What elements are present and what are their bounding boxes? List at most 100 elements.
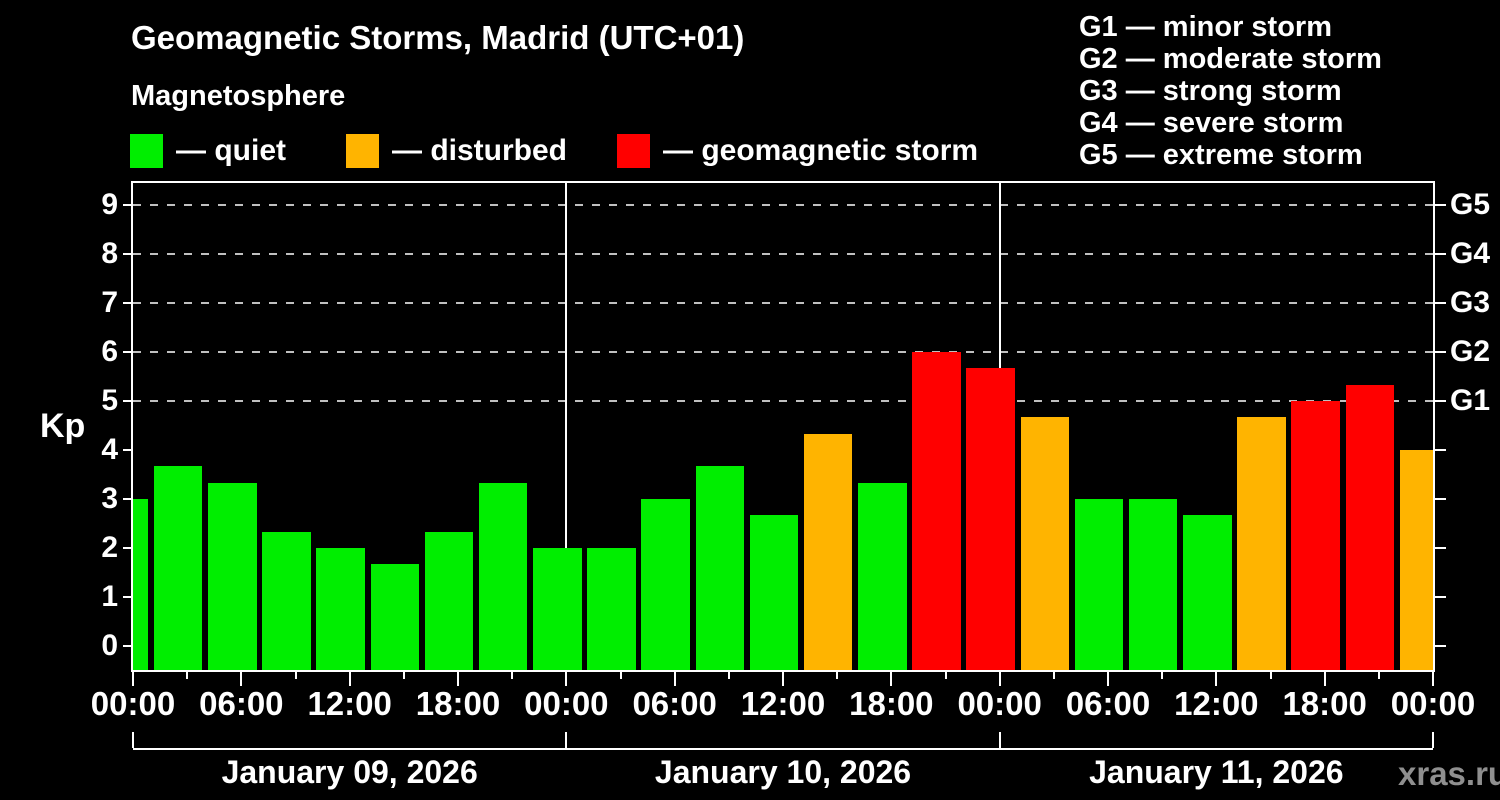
date-label: January 11, 2026 (1089, 754, 1344, 790)
gridline-kp8 (133, 252, 1433, 255)
kp-bar (966, 368, 1015, 670)
x-tick-label: 18:00 (415, 685, 501, 722)
kp-bar (1399, 450, 1433, 670)
y-tick (123, 498, 131, 501)
g-scale-tick-label: G5 (1450, 187, 1491, 221)
legend-label-disturbed: — disturbed (392, 134, 568, 167)
g3-legend-line: G3 — strong storm (1079, 75, 1342, 107)
gridline-kp9 (133, 203, 1433, 206)
y-tick (123, 547, 131, 550)
x-minor-tick (727, 672, 730, 679)
y-tick (123, 449, 131, 452)
date-label: January 10, 2026 (654, 754, 912, 790)
x-tick-label: 00:00 (90, 685, 176, 722)
g-scale-tick-label: G2 (1450, 334, 1491, 368)
kp-bar (1020, 417, 1070, 670)
y-tick-label: 6 (101, 334, 118, 368)
y-tick-label: 0 (101, 629, 118, 663)
kp-bar (641, 499, 690, 670)
kp-bar (133, 499, 149, 670)
g2-legend-line: G2 — moderate storm (1079, 43, 1382, 75)
right-y-tick (1435, 645, 1446, 648)
y-axis-label: Kp (40, 407, 86, 445)
gridline-kp7 (133, 301, 1433, 304)
legend-label-quiet: — quiet (176, 134, 286, 167)
gridline-kp6 (133, 350, 1433, 353)
y-tick (123, 301, 131, 304)
x-minor-tick (944, 672, 947, 679)
y-tick-label: 2 (101, 531, 118, 565)
disturbed-swatch-icon (346, 134, 379, 168)
right-y-tick (1435, 203, 1446, 206)
x-minor-tick (836, 672, 839, 679)
right-y-tick (1435, 547, 1446, 550)
x-tick-label: 00:00 (1390, 685, 1476, 722)
kp-bar (1128, 499, 1178, 670)
x-minor-tick (186, 672, 189, 679)
g-scale-tick-label: G1 (1450, 383, 1491, 417)
page-title: Geomagnetic Storms, Madrid (UTC+01) (131, 19, 745, 56)
y-tick-label: 5 (101, 383, 118, 417)
x-tick-label: 18:00 (849, 685, 934, 722)
date-label: January 09, 2026 (221, 754, 478, 790)
x-minor-tick (294, 672, 297, 679)
right-y-tick (1435, 350, 1446, 353)
kp-bar (262, 532, 311, 670)
kp-bar (858, 482, 907, 670)
right-y-tick (1435, 596, 1446, 599)
kp-bar (533, 548, 582, 670)
storm-swatch-icon (617, 134, 650, 168)
right-y-tick (1435, 498, 1446, 501)
x-major-tick (890, 672, 893, 686)
x-major-tick (565, 672, 568, 686)
y-tick (123, 252, 131, 255)
kp-bar (912, 351, 961, 670)
x-major-tick (673, 672, 676, 686)
g4-legend-line: G4 — severe storm (1079, 107, 1344, 139)
x-tick-label: 12:00 (740, 685, 826, 722)
y-tick (123, 399, 131, 402)
y-tick-label: 8 (101, 236, 118, 270)
kp-bar (1074, 499, 1124, 670)
x-minor-tick (1377, 672, 1380, 679)
x-tick-label: 00:00 (524, 685, 609, 722)
x-major-tick (782, 672, 784, 686)
kp-bar (695, 466, 745, 670)
g-scale-tick-label: G3 (1450, 285, 1491, 319)
x-major-tick (1432, 672, 1434, 686)
watermark: xras.ru (1398, 755, 1500, 792)
y-tick (123, 645, 131, 648)
g5-legend-line: G5 — extreme storm (1079, 139, 1363, 171)
kp-bar (478, 482, 528, 670)
right-y-tick (1435, 252, 1446, 255)
x-minor-tick (1269, 672, 1272, 679)
x-major-tick (457, 672, 459, 686)
x-tick-label: 12:00 (1174, 685, 1259, 722)
x-major-tick (1107, 672, 1109, 686)
kp-bar (1291, 400, 1340, 670)
g-scale-tick-label: G4 (1450, 236, 1491, 270)
x-major-tick (1323, 672, 1326, 686)
right-y-tick (1435, 301, 1446, 304)
day-bracket-tick (565, 732, 568, 748)
plot-area (131, 181, 1435, 672)
quiet-swatch-icon (130, 134, 163, 168)
day-bracket-line (133, 748, 1433, 750)
x-major-tick (998, 672, 1001, 686)
kp-bar (587, 548, 636, 670)
x-minor-tick (1052, 672, 1055, 679)
x-major-tick (348, 672, 351, 686)
x-tick-label: 06:00 (632, 685, 717, 722)
kp-bar (1183, 515, 1232, 670)
x-minor-tick (402, 672, 405, 679)
y-tick-label: 1 (101, 580, 118, 614)
kp-bar (370, 564, 420, 670)
y-tick-label: 4 (101, 433, 118, 467)
day-bracket-tick (1432, 732, 1434, 748)
y-tick (123, 596, 131, 599)
kp-bar (153, 466, 203, 670)
x-minor-tick (1161, 672, 1164, 679)
y-tick (123, 350, 131, 353)
x-tick-label: 18:00 (1282, 685, 1367, 722)
g-scale-legend: G1 — minor storm G2 — moderate storm G3 … (1079, 11, 1382, 171)
